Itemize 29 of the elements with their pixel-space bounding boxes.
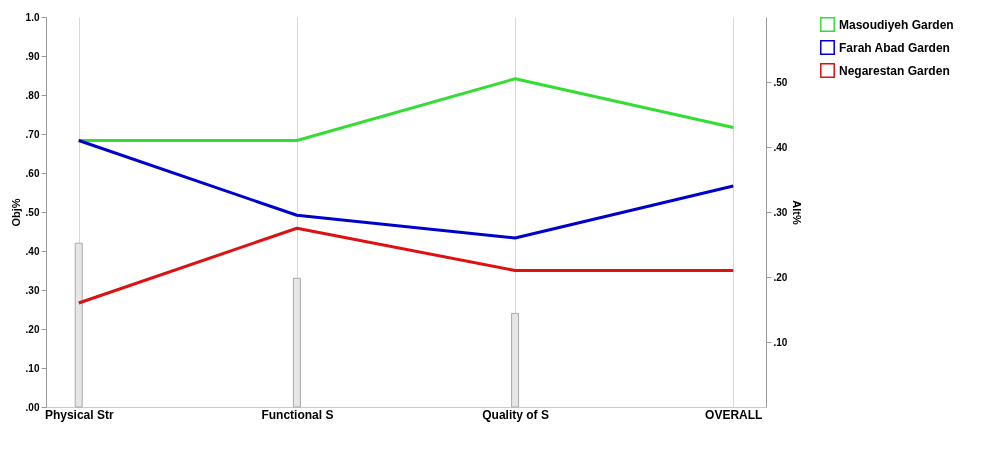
- line-series: [77, 139, 735, 240]
- x-tick-label: Quality of S: [482, 407, 549, 422]
- y-tick-label: .90: [25, 50, 40, 62]
- y-tick-label: .40: [25, 245, 40, 257]
- y2-tick-label: .30: [773, 206, 788, 218]
- legend-label: Farah Abad Garden: [839, 40, 950, 55]
- legend-label: Negarestan Garden: [839, 63, 950, 78]
- y2-tick-label: .40: [773, 141, 788, 153]
- bar: [511, 312, 520, 408]
- y-tick-label: .60: [25, 167, 40, 179]
- y-tick-label: .00: [25, 401, 40, 413]
- y2-axis-title: Alt%: [791, 200, 804, 225]
- legend-label: Masoudiyeh Garden: [839, 17, 954, 32]
- y-tick-label: .70: [25, 128, 40, 140]
- y-tick-label: .50: [25, 206, 40, 218]
- x-tick-label: Physical Str: [44, 407, 114, 422]
- y-tick-label: .10: [25, 362, 40, 374]
- y2-tick-label: .10: [773, 336, 788, 348]
- bar: [292, 277, 301, 408]
- y-axis-title: Obj%: [9, 198, 22, 227]
- x-tick-label: Functional S: [261, 407, 334, 422]
- y-tick-label: .30: [25, 284, 40, 296]
- bar: [74, 242, 83, 408]
- y-tick-label: 1.0: [25, 11, 40, 23]
- y2-tick-label: .50: [773, 76, 788, 88]
- y-tick-label: .80: [25, 89, 40, 101]
- y2-tick-label: .20: [773, 271, 788, 283]
- x-tick-label: OVERALL: [705, 407, 763, 422]
- y-tick-label: .20: [25, 323, 40, 335]
